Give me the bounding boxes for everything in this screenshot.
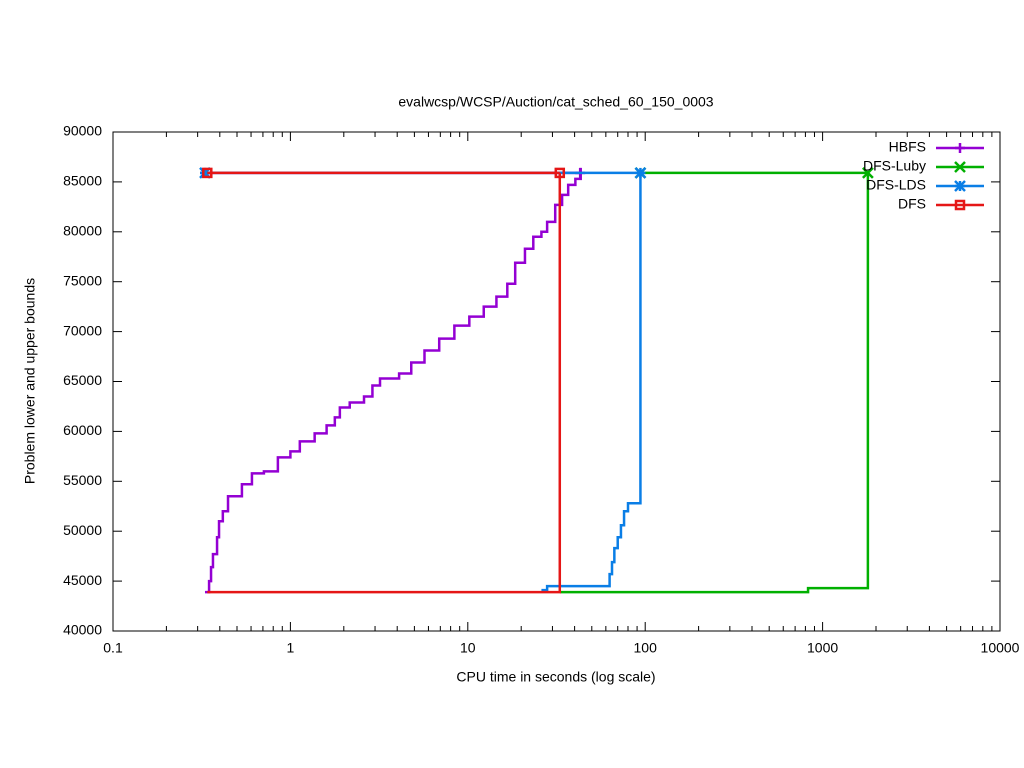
x-tick-label: 1	[287, 640, 295, 656]
x-tick-label: 1000	[807, 640, 838, 656]
x-axis-label: CPU time in seconds (log scale)	[456, 669, 655, 685]
y-tick-label: 75000	[63, 272, 102, 288]
series-marker	[862, 167, 874, 179]
y-tick-label: 65000	[63, 372, 102, 388]
legend-marker	[954, 161, 966, 173]
series-line	[207, 171, 562, 594]
marker-stroke	[954, 161, 966, 173]
y-tick-label: 50000	[63, 522, 102, 538]
marker-square	[954, 199, 966, 211]
marker-square	[202, 167, 213, 179]
chart-title: evalwcsp/WCSP/Auction/cat_sched_60_150_0…	[398, 94, 713, 110]
legend-label: HBFS	[889, 139, 926, 155]
x-tick-label: 10	[460, 640, 476, 656]
y-tick-label: 85000	[63, 173, 102, 189]
legend-marker	[955, 143, 965, 153]
y-tick-label: 80000	[63, 223, 102, 239]
marker-stroke	[862, 167, 874, 179]
series-marker	[202, 167, 213, 179]
y-tick-label: 70000	[63, 322, 102, 338]
legend-label: DFS-LDS	[866, 177, 926, 193]
series-line	[559, 171, 870, 594]
y-tick-label: 55000	[63, 472, 102, 488]
legend-label: DFS	[898, 196, 926, 212]
y-tick-label: 90000	[63, 123, 102, 139]
x-tick-label: 10000	[981, 640, 1020, 656]
y-tick-label: 60000	[63, 422, 102, 438]
series-marker	[634, 167, 647, 179]
y-axis-label: Problem lower and upper bounds	[22, 278, 38, 484]
marker-square	[554, 167, 566, 179]
series-marker	[554, 167, 566, 179]
legend-marker	[954, 180, 966, 192]
x-tick-label: 0.1	[103, 640, 123, 656]
plot-frame	[112, 131, 1001, 632]
legend-marker	[954, 199, 966, 211]
x-tick-label: 100	[634, 640, 658, 656]
y-tick-label: 45000	[63, 572, 102, 588]
legend-label: DFS-Luby	[863, 158, 926, 174]
y-tick-label: 40000	[63, 622, 102, 638]
